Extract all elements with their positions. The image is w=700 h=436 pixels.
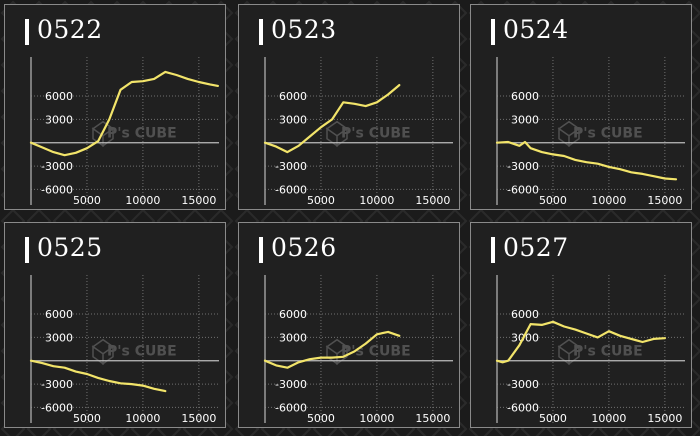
cube-logo-icon: [91, 120, 115, 148]
y-tick-label: 6000: [511, 90, 539, 103]
y-tick-label: 6000: [45, 308, 73, 321]
y-tick-label: 3000: [511, 113, 539, 126]
y-tick-label: -3000: [507, 160, 539, 173]
x-tick-label: 15000: [415, 412, 450, 425]
series-line: [495, 140, 678, 181]
x-tick-label: 15000: [181, 194, 216, 207]
chart-title: 0524: [503, 15, 569, 44]
x-tick-label: 10000: [359, 412, 394, 425]
x-tick-label: 15000: [647, 412, 682, 425]
chart-panel-0525: 0525 P's CUBE 6000 3000 -3000 -6000 5000 10000…: [4, 222, 226, 428]
x-tick-label: 5000: [73, 194, 101, 207]
chart-panel-0522: 0522 P's CUBE 6000 3000 -3000 -6000 5000 10000…: [4, 4, 226, 210]
watermark: P's CUBE: [557, 338, 643, 366]
watermark: P's CUBE: [325, 338, 411, 366]
x-tick-label: 10000: [359, 194, 394, 207]
title-marker: [491, 237, 495, 263]
x-tick-label: 10000: [591, 412, 626, 425]
title-marker: [259, 237, 263, 263]
chart-panel-0524: 0524 P's CUBE 6000 3000 -3000 -6000 5000 10000…: [470, 4, 692, 210]
watermark: P's CUBE: [91, 120, 177, 148]
watermark-text: P's CUBE: [107, 126, 177, 142]
series-line: [29, 359, 167, 393]
chart-title: 0525: [37, 233, 103, 262]
y-tick-label: 6000: [45, 90, 73, 103]
x-tick-label: 5000: [539, 412, 567, 425]
chart-title: 0526: [271, 233, 337, 262]
y-tick-label: -6000: [275, 401, 307, 414]
y-tick-label: 6000: [279, 90, 307, 103]
watermark-text: P's CUBE: [341, 126, 411, 142]
x-tick-label: 15000: [415, 194, 450, 207]
y-tick-label: -6000: [507, 183, 539, 196]
y-tick-label: -6000: [41, 401, 73, 414]
x-tick-label: 15000: [647, 194, 682, 207]
y-tick-label: 6000: [511, 308, 539, 321]
chart-title: 0522: [37, 15, 103, 44]
title-marker: [491, 19, 495, 45]
cube-logo-icon: [557, 120, 581, 148]
x-tick-label: 15000: [181, 412, 216, 425]
y-tick-label: 6000: [279, 308, 307, 321]
series-line: [29, 70, 219, 157]
cube-logo-icon: [557, 338, 581, 366]
watermark-text: P's CUBE: [107, 344, 177, 360]
chart-title: 0527: [503, 233, 569, 262]
x-tick-label: 10000: [125, 412, 160, 425]
watermark: P's CUBE: [325, 120, 411, 148]
y-tick-label: -3000: [275, 160, 307, 173]
y-tick-label: -3000: [275, 378, 307, 391]
title-marker: [25, 237, 29, 263]
y-tick-label: -6000: [275, 183, 307, 196]
y-tick-label: -3000: [507, 378, 539, 391]
series-line: [263, 330, 401, 369]
x-tick-label: 5000: [307, 412, 335, 425]
y-tick-label: 3000: [279, 113, 307, 126]
y-tick-label: -6000: [41, 183, 73, 196]
chart-title: 0523: [271, 15, 337, 44]
y-tick-label: 3000: [45, 113, 73, 126]
x-tick-label: 10000: [125, 194, 160, 207]
x-tick-label: 5000: [73, 412, 101, 425]
title-marker: [259, 19, 263, 45]
series-line: [495, 320, 666, 364]
y-tick-label: -6000: [507, 401, 539, 414]
chart-panel-0527: 0527 P's CUBE 6000 3000 -3000 -6000 5000 10000…: [470, 222, 692, 428]
y-tick-label: 3000: [511, 331, 539, 344]
title-marker: [25, 19, 29, 45]
y-tick-label: 3000: [279, 331, 307, 344]
x-tick-label: 5000: [539, 194, 567, 207]
y-tick-label: -3000: [41, 160, 73, 173]
x-tick-label: 10000: [591, 194, 626, 207]
watermark: P's CUBE: [557, 120, 643, 148]
watermark: P's CUBE: [91, 338, 177, 366]
chart-panel-0526: 0526 P's CUBE 6000 3000 -3000 -6000 5000 10000…: [238, 222, 460, 428]
series-line: [263, 84, 401, 154]
watermark-text: P's CUBE: [573, 344, 643, 360]
watermark-text: P's CUBE: [573, 126, 643, 142]
cube-logo-icon: [325, 338, 349, 366]
cube-logo-icon: [325, 120, 349, 148]
cube-logo-icon: [91, 338, 115, 366]
chart-panel-0523: 0523 P's CUBE 6000 3000 -3000 -6000 5000 10000…: [238, 4, 460, 210]
y-tick-label: 3000: [45, 331, 73, 344]
y-tick-label: -3000: [41, 378, 73, 391]
x-tick-label: 5000: [307, 194, 335, 207]
